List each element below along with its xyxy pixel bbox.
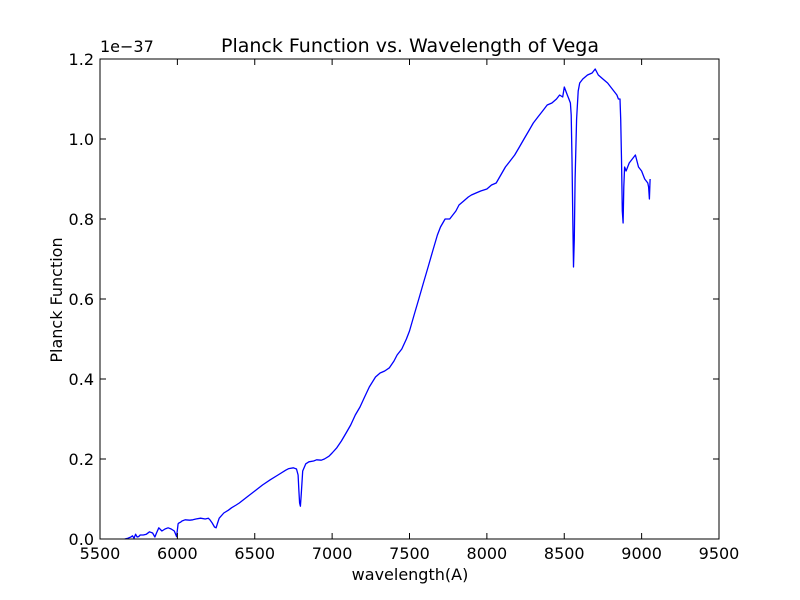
x-tick-label: 8500: [544, 544, 585, 563]
y-tick-label: 0.4: [69, 370, 94, 389]
x-tick-label: 6500: [234, 544, 275, 563]
chart-title: Planck Function vs. Wavelength of Vega: [221, 35, 599, 57]
y-tick-label: 0.2: [69, 450, 94, 469]
x-tick-label: 7000: [312, 544, 353, 563]
y-tick-label: 0.6: [69, 290, 94, 309]
data-series-line-0: [124, 68, 651, 540]
x-tick-label: 9500: [699, 544, 740, 563]
y-tick-label: 0.0: [69, 530, 94, 549]
x-tick-label: 9000: [621, 544, 662, 563]
x-tick-label: 5500: [80, 544, 121, 563]
plot-layer: 5500 6000 6500 7000 7500 8000 8500 9000 9500 0.0 0…: [69, 50, 740, 563]
y-tick-label: 1.0: [69, 130, 94, 149]
axes-frame: [99, 58, 720, 540]
y-tick-label: 1.2: [69, 50, 94, 69]
y-tick-label: 0.8: [69, 210, 94, 229]
x-tick-label: 8000: [467, 544, 508, 563]
x-axis-label: wavelength(A): [352, 565, 469, 584]
x-tick-label: 7500: [389, 544, 430, 563]
y-axis-label: Planck Function: [47, 237, 66, 362]
y-offset-text: 1e−37: [100, 37, 154, 56]
x-tick-label: 6000: [157, 544, 198, 563]
